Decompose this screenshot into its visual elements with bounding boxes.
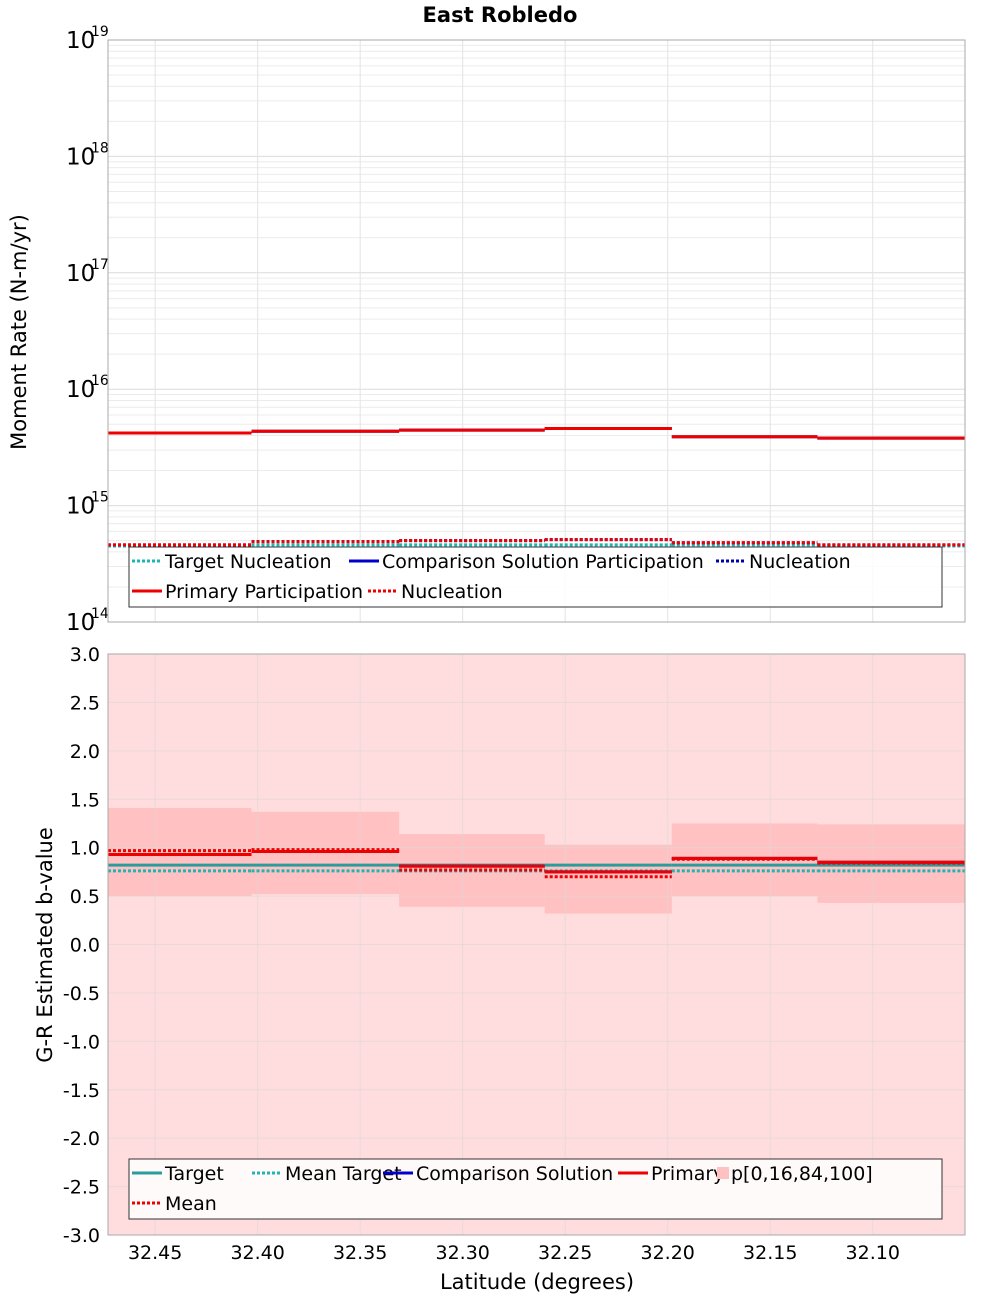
y-tick-label: 3.0: [70, 644, 100, 666]
y-tick-label: 10: [66, 261, 95, 287]
y-tick-label: -2.0: [63, 1128, 100, 1150]
y-tick-label: 10: [66, 610, 95, 636]
x-tick-label: 32.10: [846, 1242, 900, 1264]
y-tick-label: 2.0: [70, 741, 100, 763]
y-tick-label: 10: [66, 377, 95, 403]
y-tick-exponent: 16: [91, 373, 109, 389]
legend-label: Comparison Solution: [416, 1163, 613, 1185]
x-tick-label: 32.20: [641, 1242, 695, 1264]
x-tick-label: 32.15: [743, 1242, 797, 1264]
plot-frame: [107, 39, 966, 623]
legend-label: Nucleation: [401, 581, 503, 603]
y-tick-label: 2.5: [70, 692, 100, 714]
y-tick-exponent: 15: [91, 490, 109, 506]
x-tick-label: 32.45: [128, 1242, 182, 1264]
y-tick-label: 1.5: [70, 789, 100, 811]
y-tick-exponent: 19: [91, 24, 109, 40]
x-tick-label: 32.40: [230, 1242, 284, 1264]
legend-label: Target: [164, 1163, 224, 1185]
y-tick-label: 10: [66, 494, 95, 520]
y-tick-label: -2.5: [63, 1177, 100, 1199]
legend-label: Comparison Solution Participation: [382, 551, 704, 573]
chart-title: East Robledo: [423, 3, 578, 27]
y-tick-label: -1.5: [63, 1080, 100, 1102]
legend-label: p[0,16,84,100]: [731, 1163, 873, 1185]
x-tick-label: 32.30: [435, 1242, 489, 1264]
legend-box: [128, 1158, 943, 1220]
y-tick-exponent: 14: [91, 606, 109, 622]
x-axis-label: Latitude (degrees): [440, 1270, 634, 1294]
legend-swatch: [717, 1167, 729, 1179]
y-tick-exponent: 18: [91, 140, 109, 156]
plot-frame: [107, 653, 966, 1236]
y-tick-label: 0.5: [70, 886, 100, 908]
y-tick-label: -0.5: [63, 983, 100, 1005]
y-tick-label: 10: [66, 28, 95, 54]
y-tick-label: -3.0: [63, 1225, 100, 1247]
legend-label: Primary: [651, 1163, 724, 1185]
x-tick-label: 32.35: [333, 1242, 387, 1264]
y-tick-label: 0.0: [70, 935, 100, 957]
y-tick-label: 10: [66, 144, 95, 170]
top-y-axis-label: Moment Rate (N-m/yr): [7, 214, 31, 450]
legend-label: Primary Participation: [165, 581, 363, 603]
legend-label: Nucleation: [749, 551, 851, 573]
b-value-plot: 3.0 2.5 2.0 1.5 1.0 0.5 0.0 -0.5 -1.0 -1.5 -2.0 -2.…: [63, 644, 966, 1264]
plot-background: [108, 40, 965, 622]
legend-label: Target Nucleation: [164, 551, 332, 573]
legend-box: [128, 546, 943, 608]
bottom-y-axis-label: G-R Estimated b-value: [33, 827, 57, 1063]
y-tick-label: -1.0: [63, 1031, 100, 1053]
y-tick-exponent: 17: [91, 257, 109, 273]
legend-label: Mean Target: [285, 1163, 402, 1185]
legend-label: Mean: [165, 1193, 217, 1215]
y-tick-label: 1.0: [70, 838, 100, 860]
x-tick-label: 32.25: [538, 1242, 592, 1264]
inner-percentile-band: [544, 844, 672, 914]
